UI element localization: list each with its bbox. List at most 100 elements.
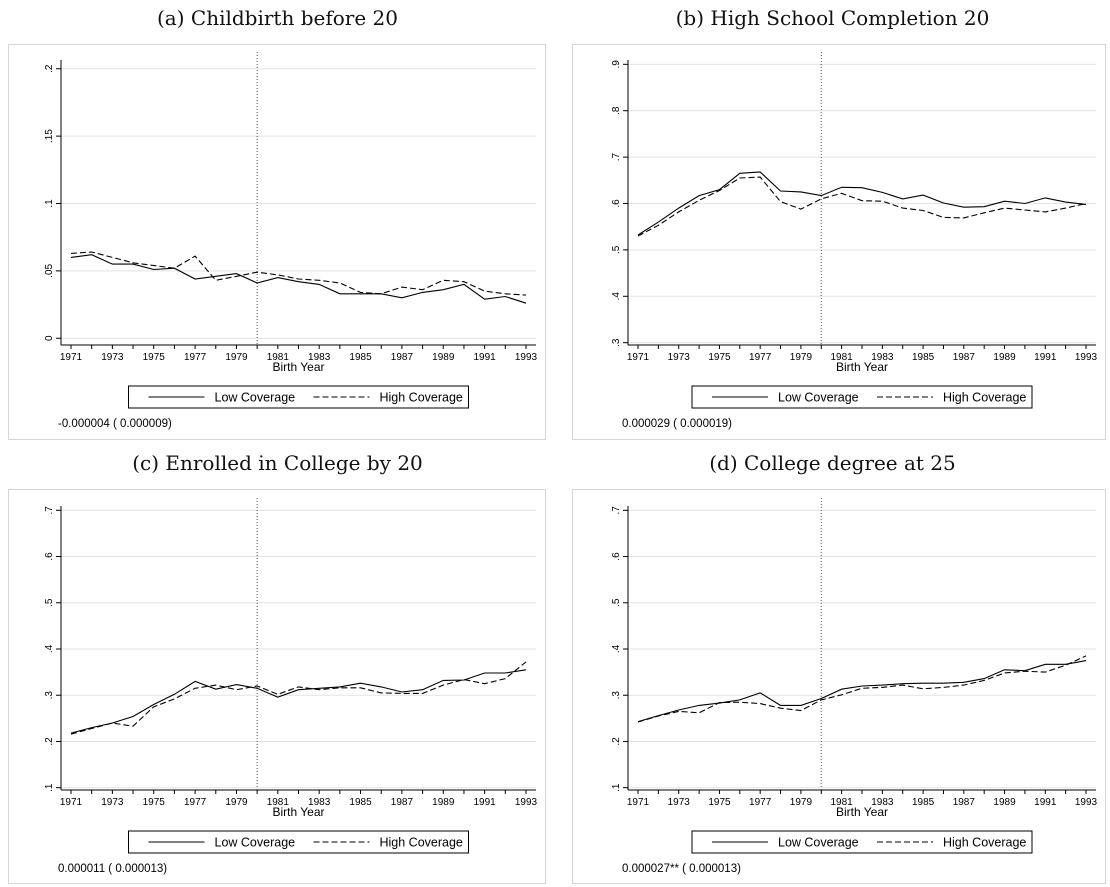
y-tick-label: .1 [44,199,55,208]
panel-c-plot: .1 .2 .3 .4 .5 .6 .7 1971 1973 1975 1977 1979 1981 19… [44,498,538,875]
panel-b-title: (b) High School Completion 20 [675,6,990,30]
x-tick-label: 1985 [349,797,372,808]
y-tick-label: .5 [44,598,55,607]
series-line-high-coverage [70,251,527,296]
panel-d-plot: .1 .2 .3 .4 .5 .6 .7 1971 1973 1975 1977 1979 1981 19… [611,498,1098,875]
legend-label: High Coverage [943,391,1026,405]
x-tick-label: 1983 [308,352,331,363]
legend-box [128,385,469,409]
panel-c-title: (c) Enrolled in College by 20 [132,451,423,475]
x-tick-label: 1989 [432,352,455,363]
series-line-low-coverage [70,254,527,304]
series-line-low-coverage [70,669,527,734]
x-tick-label: 1985 [912,797,935,808]
x-axis-title: Birth Year [272,360,324,374]
x-axis-title: Birth Year [272,805,324,819]
x-tick-label: 1979 [790,797,813,808]
x-tick-label: 1993 [1075,352,1098,363]
coefficient-note: 0.000029 ( 0.000019) [622,418,732,430]
y-tick-label: .5 [611,245,622,254]
panel-a-title: (a) Childbirth before 20 [157,6,398,30]
legend-label: High Coverage [943,836,1026,850]
x-tick-label: 1971 [60,797,83,808]
x-tick-label: 1979 [225,352,248,363]
x-tick-label: 1993 [515,352,538,363]
x-tick-label: 1971 [60,352,83,363]
y-tick-label: .4 [611,644,622,653]
x-tick-label: 1991 [1034,352,1057,363]
coefficient-note: -0.000004 ( 0.000009) [58,418,172,430]
y-tick-label: .2 [611,737,622,746]
panel-a-frame [8,44,546,440]
x-tick-label: 1991 [1034,797,1057,808]
x-tick-label: 1993 [515,797,538,808]
x-tick-label: 1987 [953,352,976,363]
x-tick-label: 1987 [391,352,414,363]
x-tick-label: 1975 [143,352,166,363]
legend-box [691,385,1033,409]
x-tick-label: 1973 [101,797,124,808]
x-tick-label: 1991 [474,797,497,808]
legend-label: Low Coverage [215,836,296,850]
series-line-high-coverage [637,655,1087,723]
y-tick-label: .1 [611,783,622,792]
x-tick-label: 1981 [831,797,854,808]
y-tick-label: .6 [611,199,622,208]
coefficient-note: 0.000027** ( 0.000013) [622,863,741,875]
x-tick-label: 1993 [1075,797,1098,808]
series-line-low-coverage [637,171,1087,236]
y-tick-label: .4 [611,292,622,301]
y-tick-label: .6 [44,552,55,561]
x-tick-label: 1971 [627,352,650,363]
x-tick-label: 1983 [871,797,894,808]
x-tick-label: 1989 [993,797,1016,808]
y-tick-label: .2 [44,64,55,73]
x-tick-label: 1987 [953,797,976,808]
x-axis-title: Birth Year [836,805,888,819]
y-tick-label: .6 [611,552,622,561]
x-tick-label: 1979 [225,797,248,808]
x-tick-label: 1977 [184,797,207,808]
y-tick-label: .15 [44,129,55,143]
x-tick-label: 1987 [391,797,414,808]
y-tick-label: .4 [44,644,55,653]
series-line-high-coverage [70,661,527,735]
legend-label: High Coverage [380,836,463,850]
x-tick-label: 1989 [432,797,455,808]
y-tick-label: .7 [44,506,55,515]
x-tick-label: 1973 [668,797,691,808]
x-tick-label: 1985 [912,352,935,363]
x-tick-label: 1973 [668,352,691,363]
panel-c-frame [8,489,546,884]
y-tick-label: .3 [44,691,55,700]
x-tick-label: 1971 [627,797,650,808]
panel-b-frame [572,44,1106,440]
x-tick-label: 1981 [267,352,290,363]
y-tick-label: .7 [611,153,622,162]
panel-b-plot: .3 .4 .5 .6 .7 .8 .9 1971 1973 1975 1977 1979 1981 19… [611,52,1098,430]
x-tick-label: 1983 [871,352,894,363]
series-line-low-coverage [637,660,1087,723]
y-tick-label: .7 [611,506,622,515]
x-tick-label: 1981 [267,797,290,808]
y-tick-label: .05 [44,263,55,277]
y-tick-label: .3 [611,691,622,700]
x-tick-label: 1981 [831,352,854,363]
legend-box [691,830,1033,854]
x-tick-label: 1973 [101,352,124,363]
y-tick-label: .8 [611,106,622,115]
legend-label: High Coverage [380,391,463,405]
x-tick-label: 1977 [749,352,772,363]
legend-label: Low Coverage [778,836,859,850]
y-tick-label: .9 [611,60,622,69]
y-tick-label: .3 [611,338,622,347]
series-line-high-coverage [637,176,1087,237]
y-tick-label: 0 [44,335,55,341]
legend-label: Low Coverage [778,391,859,405]
x-tick-label: 1983 [308,797,331,808]
y-tick-label: .5 [611,598,622,607]
legend-box [128,830,469,854]
x-tick-label: 1989 [993,352,1016,363]
x-tick-label: 1977 [749,797,772,808]
